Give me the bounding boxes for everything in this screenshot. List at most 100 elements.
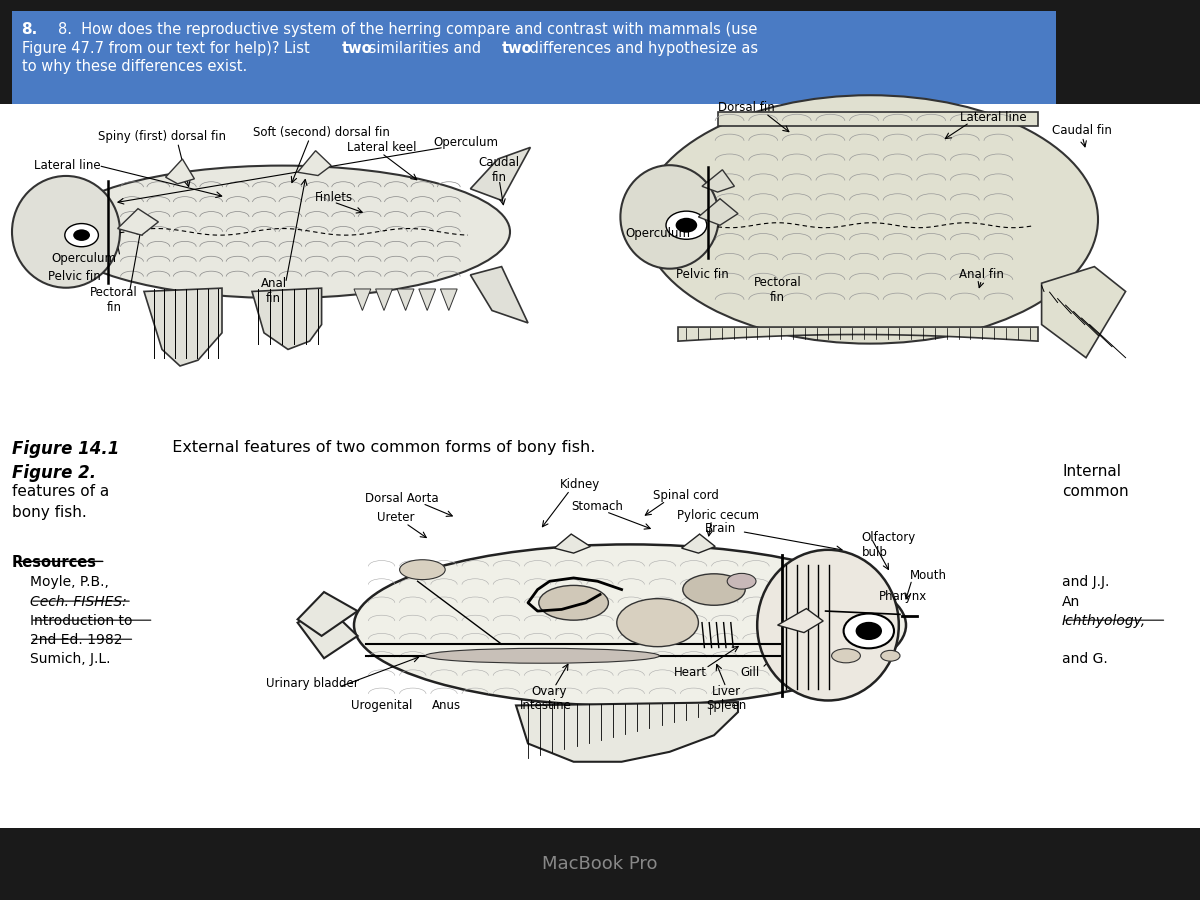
Text: Anal fin: Anal fin — [959, 268, 1004, 282]
Text: Operculum: Operculum — [433, 136, 498, 149]
Text: Pharynx: Pharynx — [878, 590, 926, 603]
Text: Caudal fin: Caudal fin — [1052, 124, 1112, 138]
Text: Mouth: Mouth — [910, 569, 947, 582]
Text: Lateral line: Lateral line — [960, 111, 1027, 124]
Polygon shape — [1042, 266, 1126, 357]
Polygon shape — [298, 150, 331, 176]
Polygon shape — [470, 148, 530, 201]
Text: differences and hypothesize as: differences and hypothesize as — [524, 40, 757, 56]
Text: Pyloric cecum: Pyloric cecum — [677, 508, 758, 521]
Ellipse shape — [881, 651, 900, 661]
Ellipse shape — [54, 166, 510, 298]
Text: and J.J.: and J.J. — [1062, 575, 1109, 590]
Ellipse shape — [757, 550, 899, 700]
Polygon shape — [144, 288, 222, 366]
Text: Moyle, P.B.,: Moyle, P.B., — [30, 575, 109, 590]
Polygon shape — [298, 606, 358, 658]
Text: MacBook Pro: MacBook Pro — [542, 855, 658, 873]
Text: 8.: 8. — [22, 22, 38, 38]
Polygon shape — [682, 534, 715, 554]
Text: Brain: Brain — [704, 522, 736, 535]
Text: Stomach: Stomach — [571, 500, 624, 513]
Ellipse shape — [832, 649, 860, 662]
Ellipse shape — [683, 574, 745, 606]
Polygon shape — [354, 289, 371, 310]
Text: Soft (second) dorsal fin: Soft (second) dorsal fin — [253, 126, 390, 139]
Text: Ureter: Ureter — [377, 511, 415, 524]
Text: Pectoral
fin: Pectoral fin — [90, 285, 138, 314]
Text: Ovary: Ovary — [532, 685, 568, 698]
Polygon shape — [698, 199, 738, 225]
Ellipse shape — [642, 95, 1098, 344]
Bar — [12, 11, 1056, 104]
Text: An: An — [1062, 595, 1080, 608]
Polygon shape — [554, 534, 590, 554]
Circle shape — [666, 212, 707, 239]
Text: Internal: Internal — [1062, 464, 1121, 479]
Polygon shape — [298, 592, 358, 636]
Text: Dorsal Aorta: Dorsal Aorta — [365, 492, 439, 505]
Polygon shape — [166, 159, 194, 184]
Ellipse shape — [617, 598, 698, 647]
Text: two: two — [502, 40, 533, 56]
Polygon shape — [376, 289, 392, 310]
Text: Resources: Resources — [12, 554, 97, 570]
Text: Introduction to: Introduction to — [30, 614, 132, 627]
Text: Caudal
fin: Caudal fin — [479, 156, 520, 184]
Circle shape — [856, 622, 882, 640]
Polygon shape — [440, 289, 457, 310]
Ellipse shape — [12, 176, 120, 288]
Polygon shape — [516, 702, 738, 761]
Text: Urogenital: Urogenital — [350, 699, 413, 712]
Text: Figure 14.1: Figure 14.1 — [12, 440, 119, 458]
Polygon shape — [252, 288, 322, 349]
Ellipse shape — [727, 573, 756, 590]
Text: two: two — [342, 40, 372, 56]
Text: bony fish.: bony fish. — [12, 505, 86, 520]
Polygon shape — [678, 327, 1038, 341]
Text: similarities and: similarities and — [365, 40, 486, 56]
Text: Operculum: Operculum — [52, 252, 116, 265]
Text: 8.  How does the reproductive system of the herring compare and contrast with ma: 8. How does the reproductive system of t… — [58, 22, 757, 38]
Text: Olfactory
bulb: Olfactory bulb — [862, 531, 916, 559]
Text: Liver: Liver — [712, 685, 740, 698]
Text: Heart: Heart — [673, 666, 707, 679]
Text: 2nd Ed. 1982: 2nd Ed. 1982 — [30, 633, 122, 646]
Text: to why these differences exist.: to why these differences exist. — [22, 58, 247, 74]
Text: Lateral line: Lateral line — [34, 159, 101, 172]
Circle shape — [844, 614, 894, 648]
Text: features of a: features of a — [12, 484, 109, 500]
Polygon shape — [397, 289, 414, 310]
Ellipse shape — [354, 544, 906, 706]
Text: Intestine: Intestine — [520, 699, 572, 712]
Text: Ichthyology,: Ichthyology, — [1062, 614, 1146, 627]
Polygon shape — [419, 289, 436, 310]
Polygon shape — [702, 170, 734, 192]
Ellipse shape — [539, 585, 608, 620]
Text: Spleen: Spleen — [706, 699, 746, 712]
Polygon shape — [470, 266, 528, 323]
Text: Pectoral
fin: Pectoral fin — [754, 275, 802, 304]
Circle shape — [676, 218, 697, 233]
Text: Figure 47.7 from our text for help)? List: Figure 47.7 from our text for help)? Lis… — [22, 40, 314, 56]
Text: Pelvic fin: Pelvic fin — [48, 270, 101, 284]
Text: Gill: Gill — [740, 666, 760, 679]
Text: Figure 2.: Figure 2. — [12, 464, 96, 482]
Text: common: common — [1062, 484, 1129, 500]
Circle shape — [73, 230, 90, 241]
Text: Spiny (first) dorsal fin: Spiny (first) dorsal fin — [98, 130, 226, 143]
Text: Sumich, J.L.: Sumich, J.L. — [30, 652, 110, 666]
Ellipse shape — [425, 648, 660, 663]
Text: Operculum: Operculum — [625, 227, 690, 240]
Text: Spinal cord: Spinal cord — [654, 489, 719, 501]
Text: External features of two common forms of bony fish.: External features of two common forms of… — [162, 440, 595, 455]
Ellipse shape — [400, 560, 445, 580]
Text: Lateral keel: Lateral keel — [347, 141, 416, 154]
Text: Kidney: Kidney — [559, 478, 600, 491]
Text: Anal
fin: Anal fin — [260, 277, 287, 305]
Text: Anus: Anus — [432, 699, 461, 712]
Text: Pelvic fin: Pelvic fin — [676, 268, 728, 282]
Bar — [0, 104, 1200, 828]
Polygon shape — [718, 112, 1038, 126]
Text: Dorsal fin: Dorsal fin — [718, 101, 775, 114]
